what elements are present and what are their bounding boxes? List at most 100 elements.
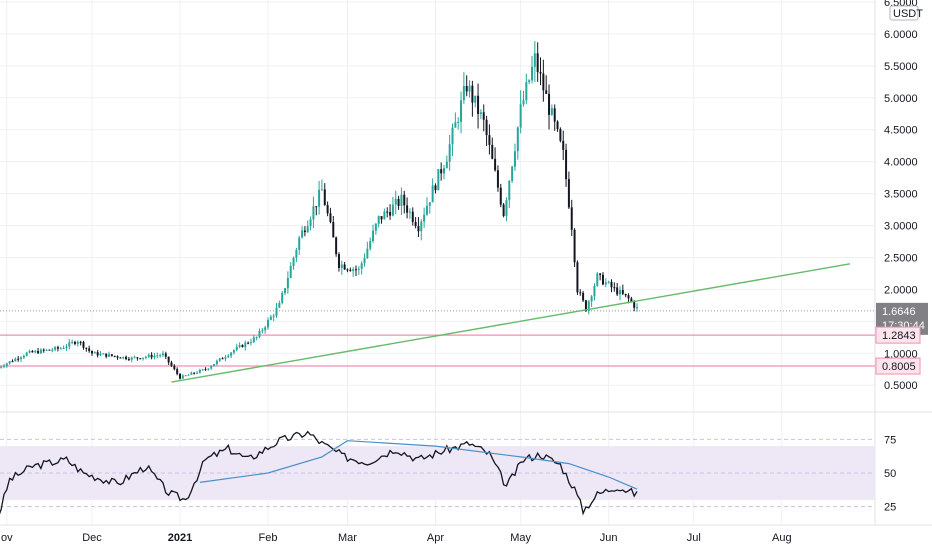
candle-body	[187, 374, 190, 376]
candle-body	[150, 354, 153, 358]
candle-body	[397, 198, 400, 206]
candle-body	[519, 104, 522, 128]
candle-body	[312, 206, 315, 220]
time-tick-label: May	[510, 532, 531, 544]
candle-body	[88, 348, 91, 351]
rsi-band-layer	[0, 438, 875, 508]
gridlines	[0, 0, 932, 526]
price-tick-label: 3.0000	[884, 221, 918, 233]
candle-body	[153, 355, 156, 358]
candle-body	[587, 301, 590, 312]
candle-body	[11, 361, 14, 363]
candle-body	[34, 350, 37, 353]
candle-body	[562, 140, 565, 150]
candle-body	[227, 355, 230, 358]
candle-body	[31, 350, 34, 353]
candle-body	[122, 356, 125, 359]
candle-body	[289, 266, 292, 278]
candle-body	[363, 258, 366, 264]
candle-body	[502, 204, 505, 216]
candle-body	[531, 66, 533, 81]
candle-body	[474, 95, 477, 103]
candle-body	[516, 127, 519, 152]
level-badge	[875, 357, 921, 375]
candle-body	[499, 187, 502, 205]
candle-body	[599, 273, 602, 275]
current-price-value: 1.6646	[882, 306, 916, 318]
candle-body	[176, 369, 179, 374]
candle-body	[468, 85, 471, 92]
candle-body	[357, 268, 360, 270]
time-tick-label: Apr	[427, 532, 444, 544]
candle-body	[309, 219, 312, 227]
candle-body	[434, 185, 437, 191]
candle-body	[556, 121, 559, 130]
candle-body	[423, 214, 426, 222]
candle-body	[116, 356, 119, 358]
candle-body	[25, 352, 28, 356]
candle-body	[627, 295, 630, 299]
candle-body	[125, 356, 128, 360]
candle-body	[51, 349, 54, 351]
candle-body	[139, 358, 142, 360]
candle-body	[403, 194, 406, 206]
candle-body	[320, 189, 323, 191]
candle-body	[295, 249, 298, 258]
candle-body	[164, 353, 167, 357]
candle-body	[360, 263, 363, 269]
candle-body	[3, 365, 5, 367]
candle-body	[235, 346, 238, 351]
candle-body	[550, 108, 553, 115]
candle-body	[130, 357, 133, 360]
candle-body	[548, 93, 551, 115]
candle-body	[39, 349, 42, 354]
candle-body	[457, 121, 460, 123]
candle-body	[479, 112, 482, 114]
candle-body	[636, 307, 639, 309]
time-tick-label: ov	[1, 532, 13, 544]
candle-body	[508, 180, 511, 201]
candle-body	[156, 355, 159, 357]
candle-body	[301, 230, 304, 238]
candle-body	[601, 274, 604, 285]
candle-body	[582, 292, 585, 301]
candle-body	[440, 169, 443, 174]
candle-body	[241, 345, 244, 348]
candle-body	[73, 341, 76, 344]
candle-body	[437, 169, 440, 191]
candle-body	[37, 350, 40, 354]
candle-body	[269, 316, 272, 320]
candle-body	[374, 223, 377, 231]
candle-body	[633, 301, 636, 308]
price-tick-label: 6.5000	[884, 0, 918, 9]
candle-body	[329, 213, 332, 223]
candle-body	[303, 230, 306, 233]
candle-body	[76, 341, 79, 344]
candle-body	[380, 216, 383, 220]
candle-body	[465, 86, 468, 92]
candle-body	[619, 290, 621, 295]
candle-body	[565, 149, 568, 180]
candle-body	[471, 85, 474, 103]
candle-body	[28, 350, 31, 353]
candle-body	[244, 342, 247, 348]
candle-body	[278, 302, 281, 308]
candle-body	[369, 241, 372, 249]
candle-body	[184, 375, 187, 377]
candle-body	[14, 358, 17, 362]
candle-body	[477, 95, 480, 114]
candle-body	[355, 269, 357, 271]
candle-body	[431, 185, 434, 203]
time-tick-label: Jun	[600, 532, 618, 544]
candle-body	[272, 315, 275, 317]
candle-body	[170, 362, 173, 366]
candle-body	[213, 364, 216, 367]
candle-body	[593, 285, 596, 297]
candle-body	[281, 292, 284, 303]
candle-body	[48, 349, 51, 351]
candle-body	[306, 226, 309, 233]
candle-body	[127, 359, 130, 361]
candle-body	[323, 189, 326, 206]
candle-body	[366, 248, 369, 259]
